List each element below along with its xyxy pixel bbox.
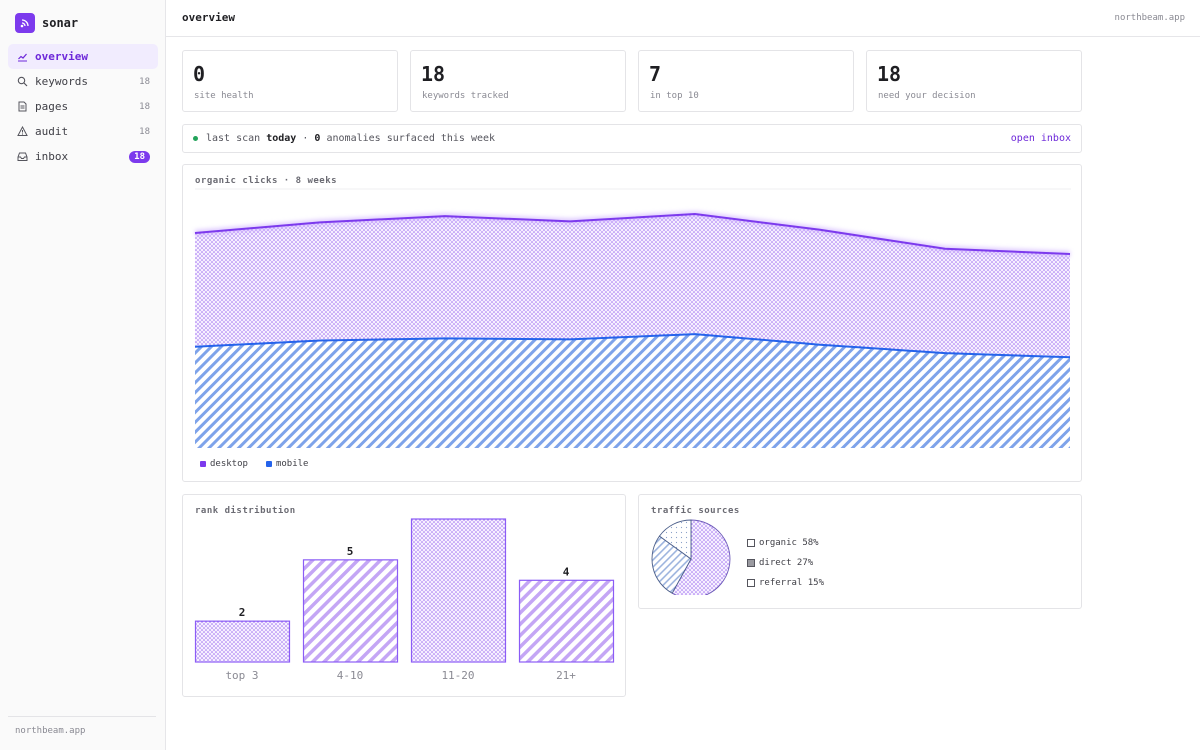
- bar-value-label: 2: [239, 606, 246, 619]
- legend-swatch-direct: [747, 559, 755, 567]
- line-desktop: [194, 212, 1071, 255]
- stat-card-keywords-tracked: 18 keywords tracked: [410, 50, 626, 112]
- chart-title: organic clicks · 8 weeks: [195, 176, 338, 186]
- inbox-count-badge: 18: [129, 150, 150, 163]
- document-icon: [16, 101, 28, 113]
- bar-top-3: [194, 620, 291, 663]
- page-title: overview: [182, 11, 235, 24]
- area-chart-legend: desktop mobile: [200, 459, 326, 469]
- stat-value: 18: [877, 62, 902, 86]
- legend-swatch-desktop: [200, 461, 206, 467]
- sidebar-item-label: keywords: [35, 75, 88, 88]
- bar-category-label: 11-20: [441, 669, 474, 682]
- bar-category-label: 21+: [556, 669, 576, 682]
- chart-title: rank distribution: [195, 506, 296, 516]
- header-host: northbeam.app: [1114, 13, 1185, 23]
- chart-line-icon: [16, 51, 28, 63]
- traffic-sources-panel: traffic sources organic 58% di: [638, 494, 1082, 609]
- sidebar: sonar overview keywords 18 pages 18: [0, 0, 166, 750]
- legend-item-referral: referral 15%: [747, 573, 824, 593]
- scan-when: today: [266, 133, 297, 144]
- legend-item-desktop: desktop: [200, 459, 248, 469]
- legend-swatch-referral: [747, 579, 755, 587]
- sidebar-item-count: 18: [139, 101, 150, 112]
- sidebar-item-pages[interactable]: pages 18: [8, 94, 158, 119]
- rank-distribution-panel: rank distribution 2 top 3 5 4-10 11-20 4 21+: [182, 494, 626, 697]
- bar-4-10: [302, 559, 399, 663]
- sonar-logo-icon: [15, 13, 35, 33]
- inbox-icon: [16, 151, 28, 163]
- bar-21+: [518, 579, 615, 663]
- rank-distribution-chart: 2 top 3 5 4-10 11-20 4 21+: [194, 518, 615, 682]
- sidebar-item-audit[interactable]: audit 18: [8, 119, 158, 144]
- status-dot-icon: [193, 136, 198, 141]
- stat-card-need-decision: 18 need your decision: [866, 50, 1082, 112]
- sidebar-item-label: audit: [35, 125, 69, 138]
- bar-11-20: [410, 518, 507, 663]
- legend-label: organic 58%: [759, 538, 819, 548]
- pie-legend: organic 58% direct 27% referral 15%: [747, 533, 824, 593]
- brand-name: sonar: [42, 16, 79, 30]
- legend-item-organic: organic 58%: [747, 533, 824, 553]
- sidebar-nav: overview keywords 18 pages 18 audit 18: [8, 44, 158, 169]
- sidebar-item-overview[interactable]: overview: [8, 44, 158, 69]
- legend-label: mobile: [275, 459, 309, 469]
- open-inbox-link[interactable]: open inbox: [1010, 133, 1071, 144]
- stat-value: 7: [649, 62, 662, 86]
- anomaly-count: 0: [314, 133, 321, 144]
- pie-slice-organic: [671, 519, 731, 595]
- scan-status-bar: last scan today · 0 anomalies surfaced t…: [182, 124, 1082, 153]
- stat-card-site-health: 0 site health: [182, 50, 398, 112]
- search-icon: [16, 76, 28, 88]
- traffic-sources-pie: [651, 519, 731, 595]
- chart-title: traffic sources: [651, 506, 740, 516]
- stat-label: keywords tracked: [422, 91, 509, 101]
- sidebar-item-inbox[interactable]: inbox 18: [8, 144, 158, 169]
- sidebar-item-label: inbox: [35, 150, 69, 163]
- pie-slice-direct: [651, 535, 692, 594]
- stat-value: 18: [421, 62, 446, 86]
- legend-swatch-organic: [747, 539, 755, 547]
- sidebar-item-keywords[interactable]: keywords 18: [8, 69, 158, 94]
- bar-category-label: top 3: [225, 669, 258, 682]
- sidebar-footer-host: northbeam.app: [8, 716, 156, 736]
- pie-slice-referral: [658, 519, 692, 560]
- scan-prefix: last scan: [206, 133, 261, 144]
- top-header: overview northbeam.app: [166, 0, 1200, 37]
- scan-suffix: anomalies surfaced this week: [326, 133, 496, 144]
- organic-clicks-panel: organic clicks · 8 weeks desktop m: [182, 164, 1082, 482]
- legend-item-mobile: mobile: [265, 459, 309, 469]
- stat-label: need your decision: [878, 91, 976, 101]
- sidebar-item-label: overview: [35, 50, 88, 63]
- stat-card-in-top-10: 7 in top 10: [638, 50, 854, 112]
- area-desktop: [195, 214, 1070, 358]
- brand[interactable]: sonar: [15, 13, 78, 33]
- stat-label: site health: [194, 91, 254, 101]
- line-mobile: [194, 333, 1071, 359]
- legend-label: referral 15%: [759, 578, 825, 588]
- legend-swatch-mobile: [265, 461, 272, 467]
- bar-category-label: 4-10: [337, 669, 364, 682]
- legend-label: desktop: [210, 459, 248, 469]
- bar-value-label: 4: [563, 565, 570, 578]
- stat-label: in top 10: [650, 91, 699, 101]
- sidebar-item-label: pages: [35, 100, 69, 113]
- area-mobile: [195, 334, 1070, 448]
- legend-label: direct 27%: [759, 558, 814, 568]
- organic-clicks-chart: [194, 188, 1071, 448]
- scan-separator: ·: [302, 133, 309, 144]
- sidebar-item-count: 18: [139, 126, 150, 137]
- legend-item-direct: direct 27%: [747, 553, 824, 573]
- bar-value-label: 5: [347, 545, 354, 558]
- stat-value: 0: [193, 62, 206, 86]
- sidebar-item-count: 18: [139, 76, 150, 87]
- warning-icon: [16, 126, 28, 138]
